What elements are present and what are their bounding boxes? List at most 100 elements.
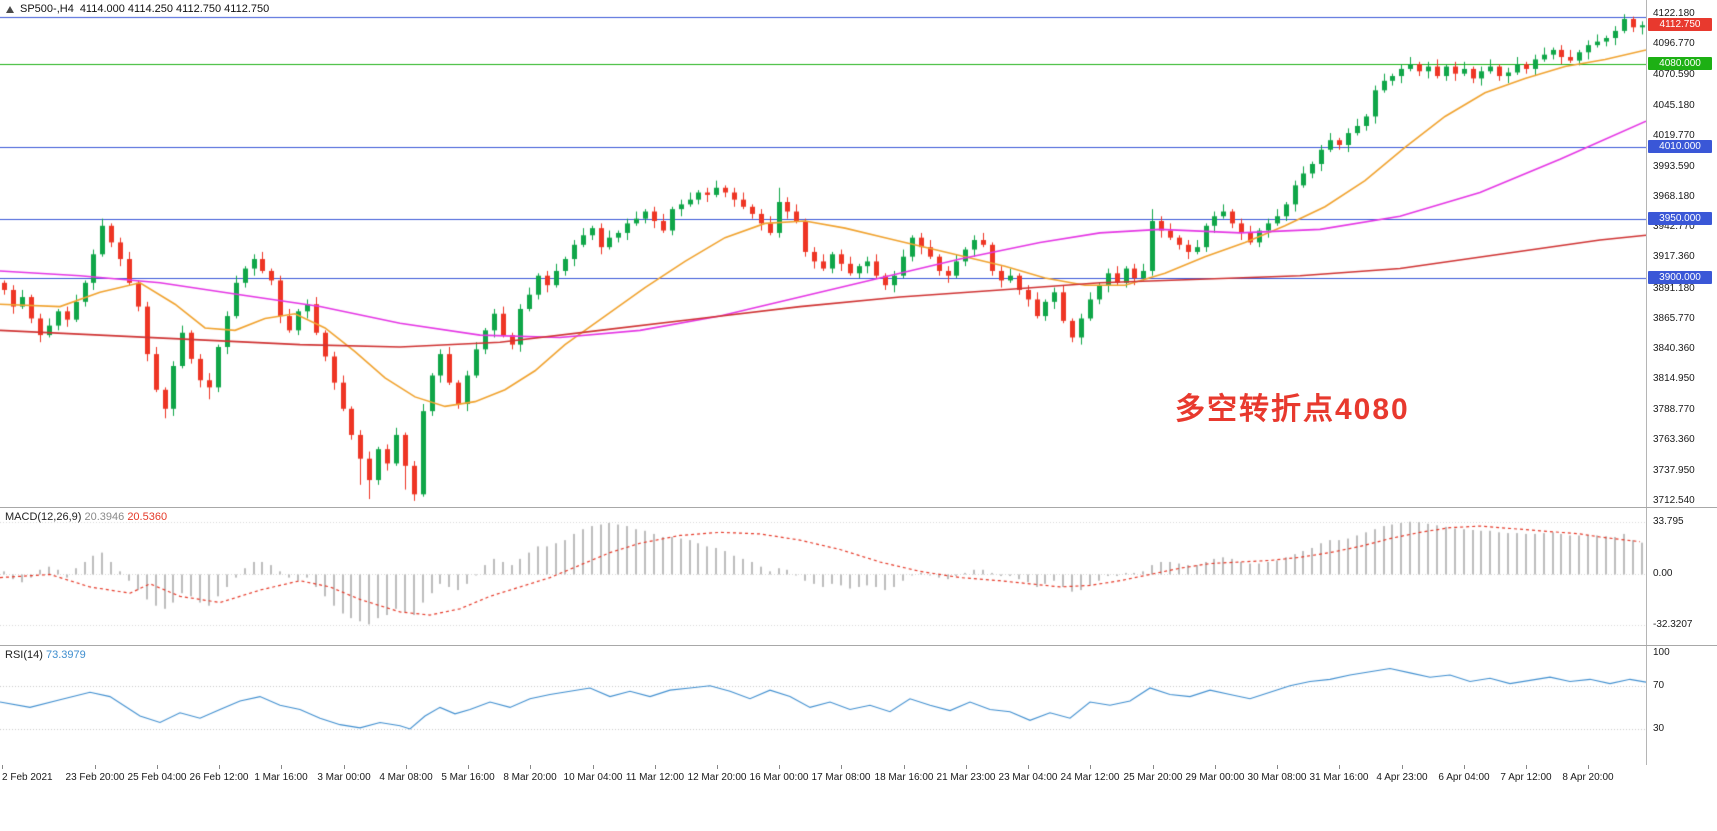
- price-tick-label: 4070.590: [1653, 69, 1695, 81]
- macd-axis-label: -32.3207: [1653, 618, 1693, 630]
- time-tick-label: 4 Apr 23:00: [1376, 772, 1428, 783]
- time-tick: [1464, 765, 1465, 769]
- time-tick-label: 2 Feb 2021: [2, 772, 53, 783]
- time-tick: [468, 765, 469, 769]
- time-tick-label: 1 Mar 16:00: [254, 772, 308, 783]
- time-tick-label: 17 Mar 08:00: [811, 772, 871, 783]
- time-tick: [157, 765, 158, 769]
- macd-main-value: 20.3946: [84, 511, 125, 523]
- time-tick: [904, 765, 905, 769]
- price-tick-label: 4122.180: [1653, 8, 1695, 20]
- rsi-name: RSI(14): [5, 649, 43, 661]
- symbol-title: SP500-,H4: [20, 3, 74, 15]
- price-line-badge[interactable]: 3900.000: [1648, 271, 1712, 285]
- macd-signal-value: 20.5360: [127, 511, 168, 523]
- time-tick: [530, 765, 531, 769]
- time-tick-label: 6 Apr 04:00: [1438, 772, 1490, 783]
- time-tick-label: 30 Mar 08:00: [1247, 772, 1307, 783]
- price-tick-label: 3917.360: [1653, 251, 1695, 263]
- time-tick-label: 18 Mar 16:00: [874, 772, 934, 783]
- price-line-badge[interactable]: 4112.750: [1648, 18, 1712, 32]
- rsi-axis-label: 30: [1653, 722, 1665, 734]
- symbol-info: SP500-,H4 4114.000 4114.250 4112.750 411…: [6, 3, 269, 15]
- time-tick: [219, 765, 220, 769]
- time-tick: [1588, 765, 1589, 769]
- price-tick-label: 3840.360: [1653, 342, 1695, 354]
- price-axis[interactable]: 4122.180 4096.770 4070.590 4045.180 4019.770…: [1646, 0, 1717, 765]
- price-tick-label: 3993.590: [1653, 160, 1695, 172]
- time-tick-label: 25 Mar 20:00: [1123, 772, 1183, 783]
- time-tick-label: 7 Apr 12:00: [1500, 772, 1552, 783]
- time-tick: [655, 765, 656, 769]
- time-tick: [2, 765, 3, 769]
- time-tick: [1277, 765, 1278, 769]
- rsi-axis-label: 100: [1653, 647, 1670, 659]
- price-tick-label: 3942.770: [1653, 221, 1695, 233]
- macd-canvas[interactable]: [0, 508, 1646, 645]
- time-tick: [1402, 765, 1403, 769]
- time-tick-label: 4 Mar 08:00: [379, 772, 433, 783]
- time-tick: [1526, 765, 1527, 769]
- symbol-marker-icon: [6, 5, 14, 13]
- time-tick: [779, 765, 780, 769]
- time-tick-label: 26 Feb 12:00: [189, 772, 249, 783]
- price-tick-label: 3763.360: [1653, 434, 1695, 446]
- price-tick-label: 3712.540: [1653, 494, 1695, 506]
- time-tick: [1090, 765, 1091, 769]
- price-tick-label: 3788.770: [1653, 404, 1695, 416]
- price-tick-label: 3968.180: [1653, 191, 1695, 203]
- time-tick-label: 21 Mar 23:00: [936, 772, 996, 783]
- time-tick: [841, 765, 842, 769]
- time-tick: [1028, 765, 1029, 769]
- time-tick: [1153, 765, 1154, 769]
- price-tick-label: 4019.770: [1653, 129, 1695, 141]
- time-tick-label: 5 Mar 16:00: [441, 772, 495, 783]
- time-tick: [95, 765, 96, 769]
- price-tick-label: 4096.770: [1653, 38, 1695, 50]
- time-tick: [966, 765, 967, 769]
- time-tick-label: 24 Mar 12:00: [1060, 772, 1120, 783]
- price-line-badge[interactable]: 3950.000: [1648, 211, 1712, 225]
- time-axis[interactable]: 2 Feb 2021 23 Feb 20:00 25 Feb 04:00 26 Feb…: [0, 765, 1717, 795]
- time-tick-label: 25 Feb 04:00: [127, 772, 187, 783]
- time-tick: [344, 765, 345, 769]
- rsi-canvas[interactable]: [0, 646, 1646, 765]
- price-line-badge[interactable]: 4080.000: [1648, 57, 1712, 71]
- time-tick: [1215, 765, 1216, 769]
- price-tick-label: 3814.950: [1653, 373, 1695, 385]
- time-tick: [406, 765, 407, 769]
- time-tick-label: 8 Apr 20:00: [1562, 772, 1614, 783]
- price-tick-label: 3891.180: [1653, 282, 1695, 294]
- time-tick-label: 3 Mar 00:00: [317, 772, 371, 783]
- time-tick: [281, 765, 282, 769]
- chart-annotation-text: 多空转折点4080: [1175, 393, 1410, 426]
- time-tick: [1339, 765, 1340, 769]
- price-tick-label: 3865.770: [1653, 312, 1695, 324]
- rsi-value: 73.3979: [45, 649, 86, 661]
- time-tick-label: 29 Mar 00:00: [1185, 772, 1245, 783]
- time-tick-label: 23 Feb 20:00: [65, 772, 125, 783]
- time-tick-label: 31 Mar 16:00: [1309, 772, 1369, 783]
- price-tick-label: 4045.180: [1653, 99, 1695, 111]
- price-chart-canvas[interactable]: [0, 0, 1646, 508]
- rsi-axis-label: 70: [1653, 679, 1665, 691]
- macd-axis-label: 33.795: [1653, 515, 1684, 527]
- ohlc-readout: 4114.000 4114.250 4112.750 4112.750: [79, 3, 270, 15]
- time-tick-label: 11 Mar 12:00: [625, 772, 685, 783]
- price-line-badge[interactable]: 4010.000: [1648, 140, 1712, 154]
- rsi-label: RSI(14) 73.3979: [5, 649, 86, 661]
- price-tick-label: 3737.950: [1653, 464, 1695, 476]
- time-tick-label: 10 Mar 04:00: [563, 772, 623, 783]
- time-tick-label: 16 Mar 00:00: [749, 772, 809, 783]
- time-tick: [593, 765, 594, 769]
- macd-label: MACD(12,26,9) 20.3946 20.5360: [5, 511, 167, 523]
- time-tick-label: 12 Mar 20:00: [687, 772, 747, 783]
- time-tick-label: 23 Mar 04:00: [998, 772, 1058, 783]
- time-tick-label: 8 Mar 20:00: [503, 772, 557, 783]
- time-tick: [717, 765, 718, 769]
- panel-separator-rsi[interactable]: [0, 645, 1717, 646]
- macd-name: MACD(12,26,9): [5, 511, 82, 523]
- panel-separator-macd[interactable]: [0, 507, 1717, 508]
- macd-axis-label: 0.00: [1653, 568, 1673, 580]
